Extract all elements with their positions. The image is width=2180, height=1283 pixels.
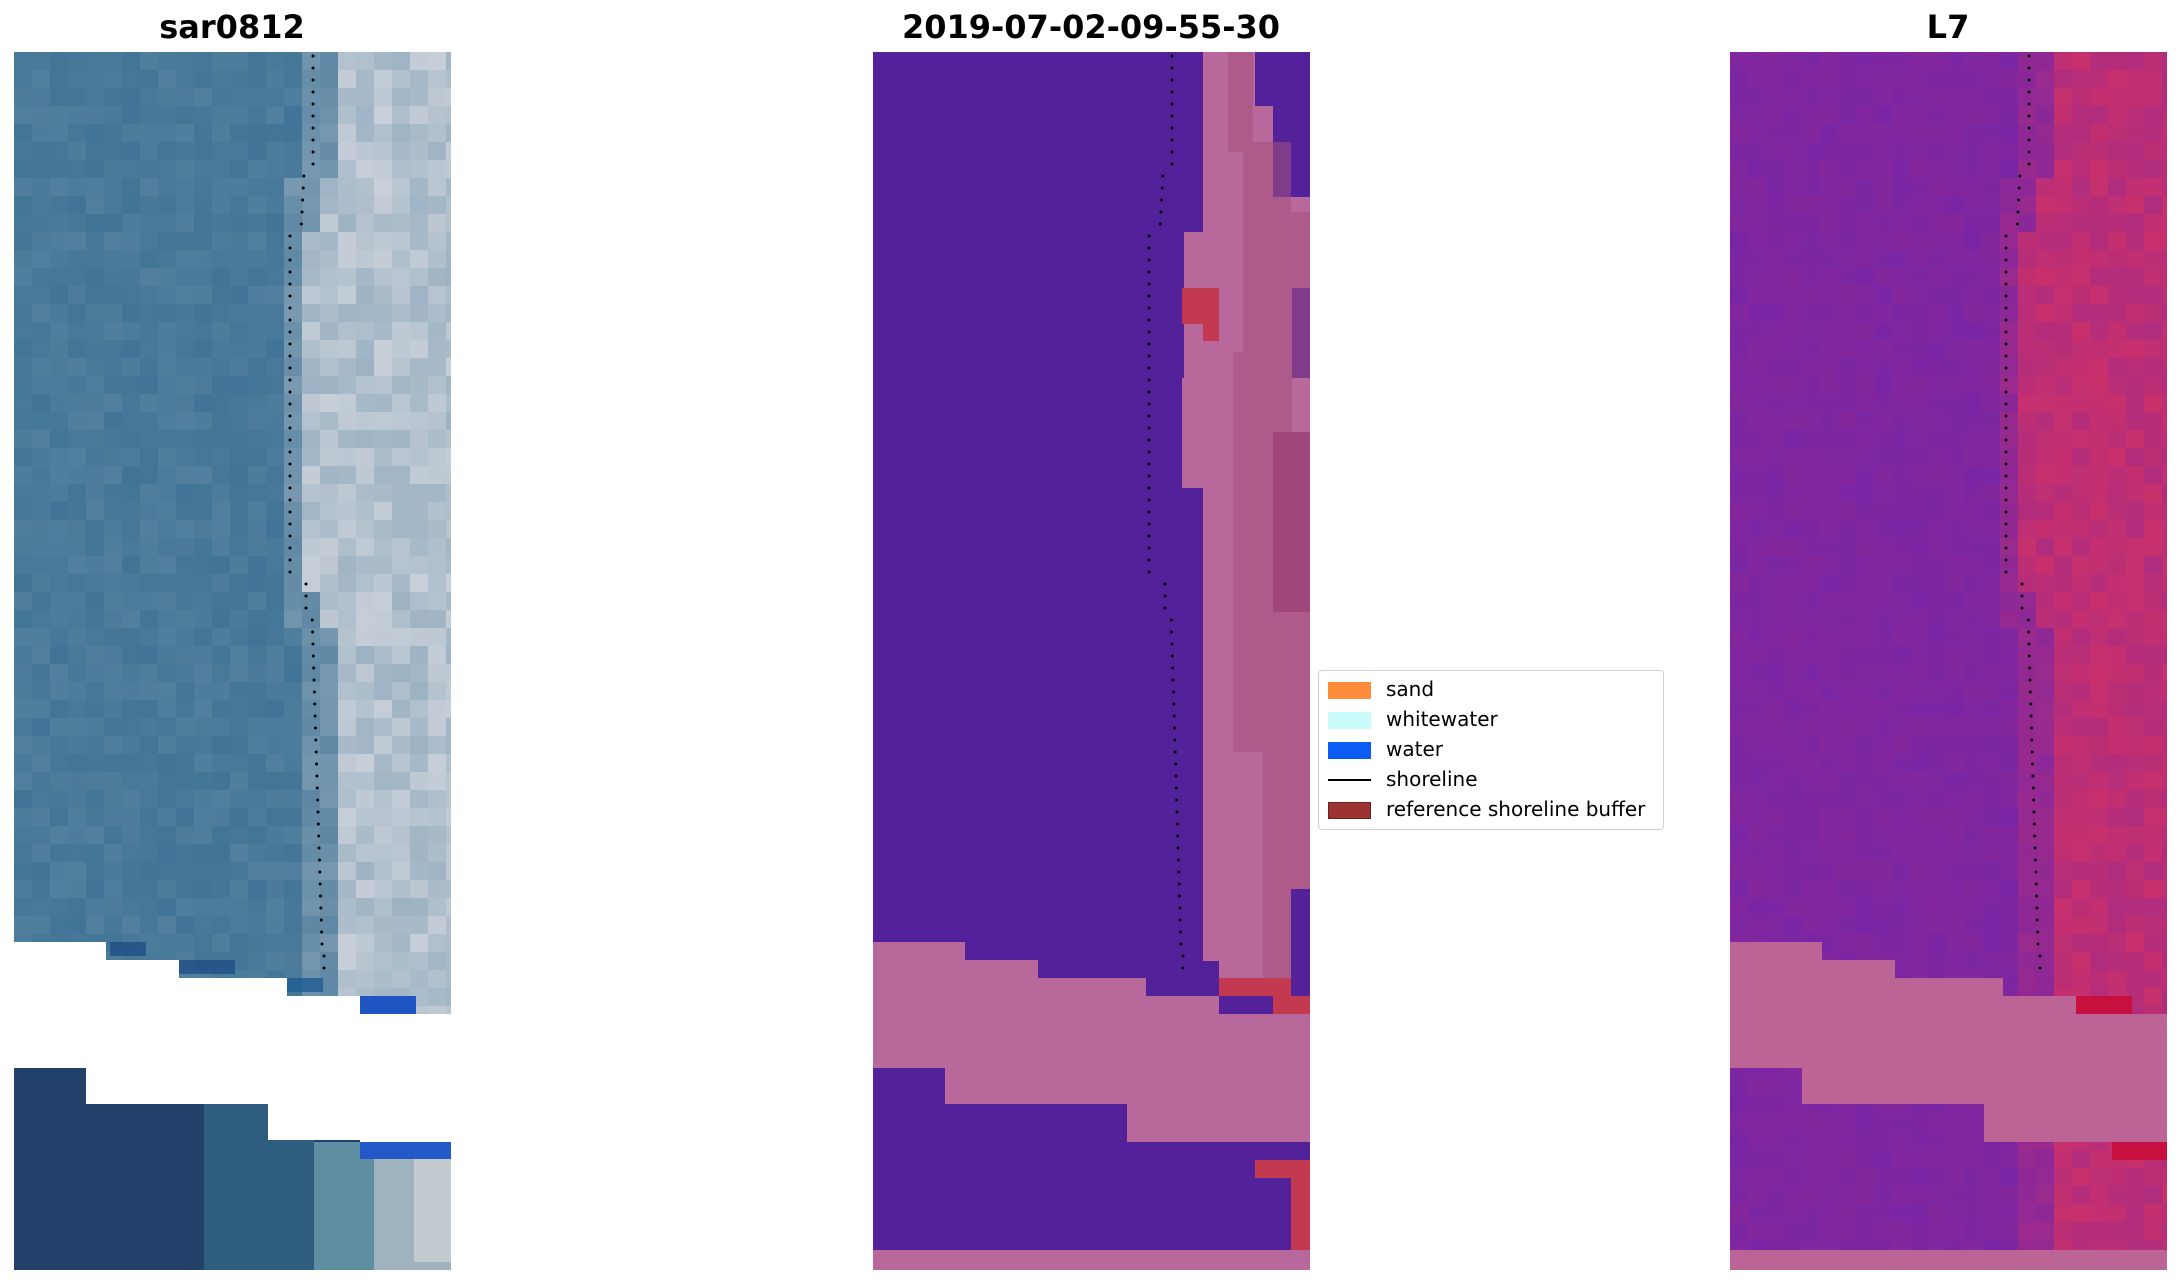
legend-label: whitewater [1386,707,1498,731]
whitewater-patch-icon [1328,712,1371,729]
legend-item-buffer: reference shoreline buffer [1319,796,1663,822]
mndwi-image-panel [1730,52,2167,1270]
buffer-patch-icon [1328,802,1371,819]
legend: sand whitewater water shoreline referenc… [1318,670,1664,830]
legend-label: water [1386,737,1443,761]
rgb-image-panel [14,52,451,1270]
legend-label: sand [1386,677,1435,701]
panel-title-classified: 2019-07-02-09-55-30 [901,8,1281,46]
legend-item-shoreline: shoreline [1319,766,1663,792]
legend-item-sand: sand [1319,676,1663,702]
legend-label: shoreline [1386,767,1478,791]
panel-title-rgb: sar0812 [159,8,305,46]
shoreline-line-icon [1328,779,1371,781]
shoreline-dots [1147,54,1185,970]
legend-label: reference shoreline buffer [1386,797,1646,821]
legend-item-water: water [1319,736,1663,762]
classified-image-panel [873,52,1310,1270]
legend-item-whitewater: whitewater [1319,706,1663,732]
shoreline-dots [2004,54,2042,970]
sand-patch-icon [1328,682,1371,699]
panel-title-mndwi: L7 [1926,8,1970,46]
shoreline-dots [288,54,326,970]
water-patch-icon [1328,742,1371,759]
